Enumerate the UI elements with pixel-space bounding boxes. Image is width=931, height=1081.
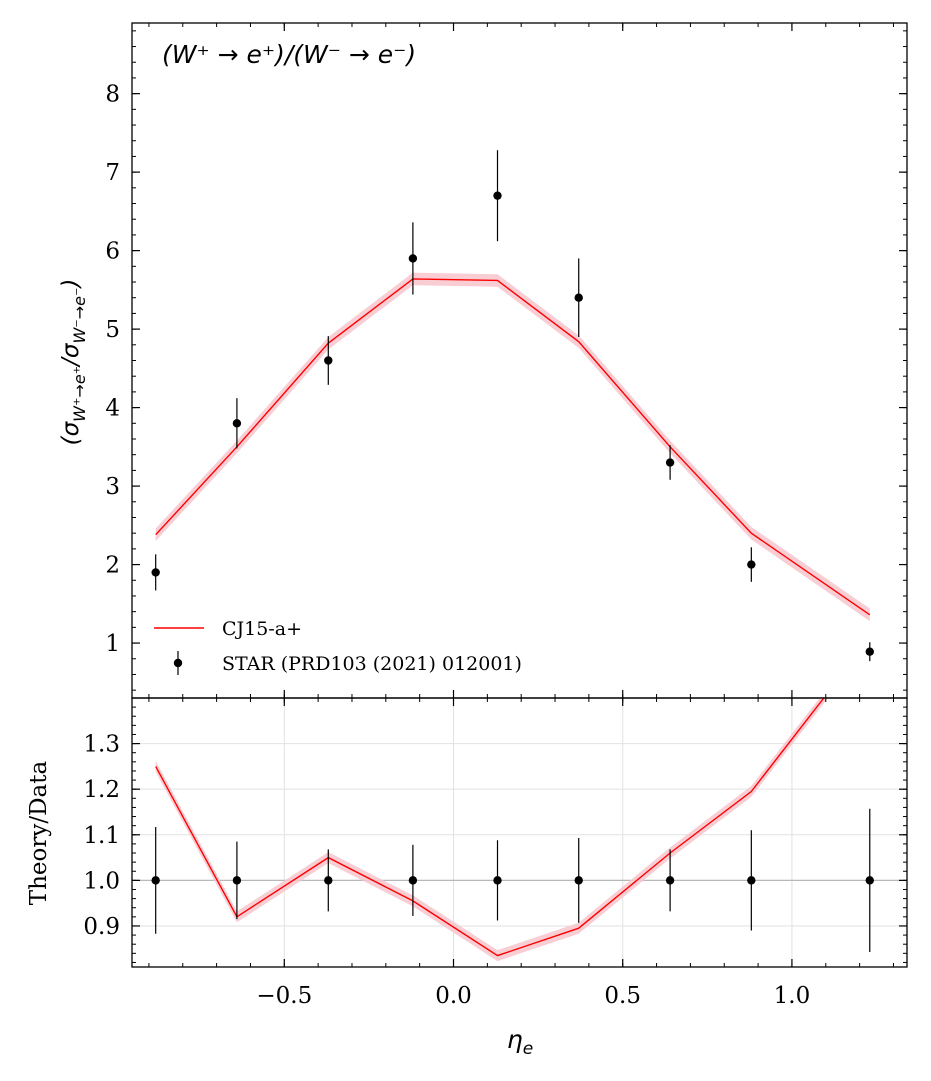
- y-tick-label: 1.2: [83, 777, 120, 803]
- data-point: [324, 356, 333, 365]
- x-tick-label: 0.0: [435, 983, 472, 1009]
- svg-text:(σW⁺→e⁺/σW⁻→e⁻): (σW⁺→e⁺/σW⁻→e⁻): [58, 279, 89, 446]
- y-tick-label: 2: [105, 553, 120, 579]
- main-axes: 1 2 3 4 5 6 7 8: [105, 22, 908, 699]
- data-point: [232, 876, 242, 885]
- legend: CJ15-a+ STAR (PRD103 (2021) 012001): [154, 618, 522, 675]
- ratio-data-points: [151, 808, 874, 952]
- y-tick-label: 1.0: [83, 868, 120, 894]
- panel-annotation: (W⁺ → e⁺)/(W⁻ → e⁻): [162, 40, 416, 69]
- data-point: [151, 876, 160, 885]
- data-point: [232, 419, 242, 428]
- x-axis-label: ηe: [507, 1025, 533, 1059]
- data-point: [408, 254, 418, 263]
- main-theory-band: [155, 272, 870, 622]
- ratio-y-axis-label: Theory/Data: [26, 760, 52, 905]
- theory-uncertainty-band: [155, 698, 829, 962]
- data-point: [747, 876, 756, 885]
- theory-uncertainty-band: [155, 272, 870, 622]
- plot-frame: [131, 697, 908, 968]
- main-data-points: [151, 150, 874, 662]
- ratio-theory-band: [155, 698, 829, 962]
- data-point: [665, 458, 675, 467]
- data-point: [747, 560, 756, 569]
- data-point: [665, 876, 675, 885]
- y-tick-label: 1: [105, 631, 120, 657]
- ratio-axes: 0.9 1.0 1.1 1.2 1.3 −0.5 0.0 0.5 1.0: [83, 697, 908, 1009]
- y-tick-label: 3: [105, 474, 120, 500]
- legend-label-theory: CJ15-a+: [222, 618, 302, 640]
- y-tick-label: 8: [105, 82, 120, 108]
- main-theory-line: [155, 278, 871, 616]
- data-point: [151, 568, 160, 577]
- ratio-panel: 0.9 1.0 1.1 1.2 1.3 −0.5 0.0 0.5 1.0 Theory/Data…: [26, 697, 908, 1059]
- data-point: [574, 876, 583, 885]
- y-tick-label: 5: [105, 317, 120, 343]
- theory-line: [155, 698, 825, 957]
- main-y-axis-label: (σW⁺→e⁺/σW⁻→e⁻): [58, 279, 89, 446]
- data-point: [324, 876, 333, 885]
- x-tick-label: −0.5: [256, 983, 312, 1009]
- x-tick-label: 0.5: [604, 983, 641, 1009]
- legend-label-data: STAR (PRD103 (2021) 012001): [222, 653, 522, 675]
- plot-frame: [131, 22, 908, 699]
- data-point: [493, 876, 502, 885]
- data-point: [408, 876, 418, 885]
- legend-marker-swatch: [173, 658, 183, 668]
- data-point: [574, 293, 583, 302]
- y-tick-label: 7: [105, 160, 120, 186]
- main-panel: 1 2 3 4 5 6 7 8 (W⁺ → e⁺)/(W⁻ → e⁻) (σW⁺→e⁺/σW⁻…: [58, 22, 908, 699]
- theory-line: [155, 278, 871, 616]
- y-tick-label: 1.3: [83, 732, 120, 758]
- y-tick-label: 6: [105, 239, 120, 265]
- data-point: [865, 647, 874, 656]
- x-tick-label: 1.0: [774, 983, 811, 1009]
- y-tick-label: 4: [105, 396, 120, 422]
- data-point: [493, 191, 502, 200]
- y-tick-label: 0.9: [83, 914, 120, 940]
- ratio-theory-line: [155, 698, 825, 957]
- y-tick-label: 1.1: [83, 823, 120, 849]
- data-point: [865, 876, 874, 885]
